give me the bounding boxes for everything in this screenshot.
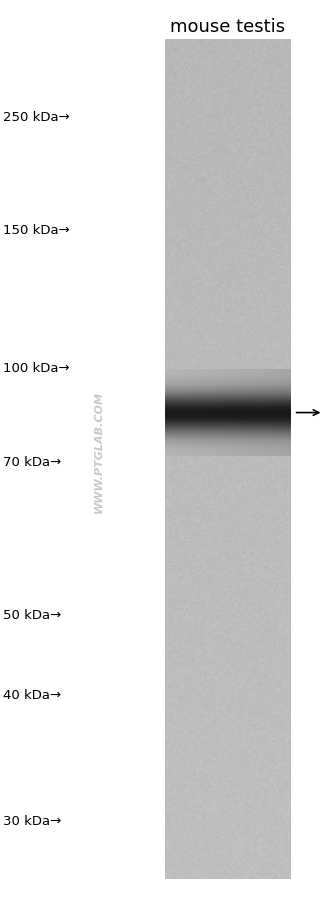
Text: 40 kDa→: 40 kDa→ — [3, 688, 61, 701]
Text: mouse testis: mouse testis — [170, 18, 285, 36]
Text: 250 kDa→: 250 kDa→ — [3, 111, 70, 124]
Text: WWW.PTGLAB.COM: WWW.PTGLAB.COM — [94, 390, 104, 512]
Text: 50 kDa→: 50 kDa→ — [3, 609, 62, 621]
Text: 100 kDa→: 100 kDa→ — [3, 362, 70, 374]
Text: 150 kDa→: 150 kDa→ — [3, 224, 70, 236]
Text: 30 kDa→: 30 kDa→ — [3, 815, 62, 827]
Text: 70 kDa→: 70 kDa→ — [3, 456, 62, 468]
